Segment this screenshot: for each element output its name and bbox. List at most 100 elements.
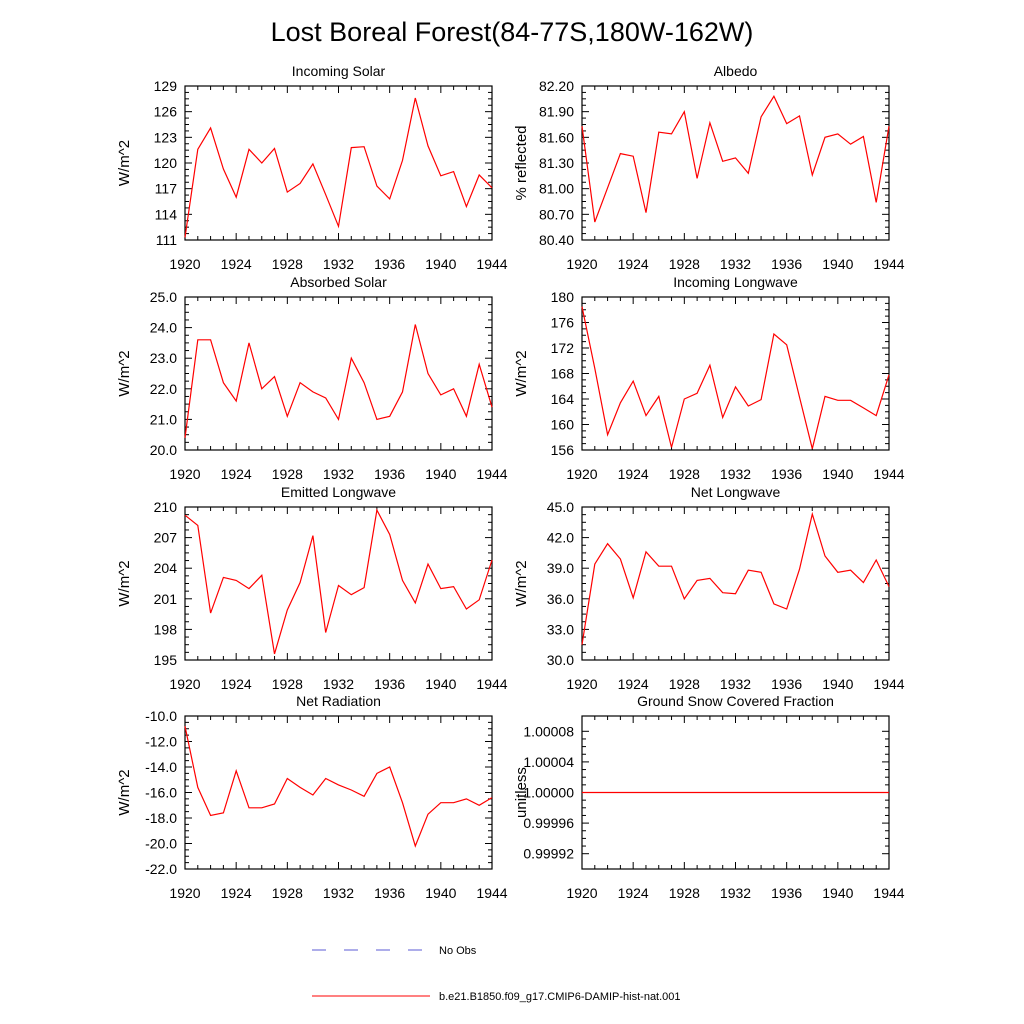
x-tick-label: 1940 bbox=[822, 256, 853, 272]
x-tick-label: 1944 bbox=[476, 676, 507, 692]
y-tick-label: 81.30 bbox=[539, 155, 574, 171]
y-tick-label: 123 bbox=[154, 129, 178, 145]
x-tick-label: 1920 bbox=[566, 466, 597, 482]
x-tick-label: 1928 bbox=[669, 885, 700, 901]
x-tick-label: 1940 bbox=[425, 885, 456, 901]
x-tick-label: 1928 bbox=[669, 256, 700, 272]
y-tick-label: 1.00000 bbox=[523, 785, 574, 801]
x-tick-label: 1944 bbox=[476, 466, 507, 482]
y-tick-label: -18.0 bbox=[145, 810, 177, 826]
y-tick-label: 81.60 bbox=[539, 129, 574, 145]
panel-title: Albedo bbox=[714, 63, 758, 79]
y-tick-label: 39.0 bbox=[547, 560, 574, 576]
legend: No Obs b.e21.B1850.f09_g17.CMIP6-DAMIP-hi… bbox=[312, 945, 681, 1003]
x-tick-label: 1940 bbox=[425, 256, 456, 272]
y-tick-label: 207 bbox=[154, 530, 178, 546]
panel-4: 1920 1924 1928 1932 1936 1940 1944 195 198 201 204… bbox=[116, 484, 508, 692]
x-tick-label: 1928 bbox=[272, 256, 303, 272]
plot-frame bbox=[184, 85, 493, 241]
x-tick-label: 1924 bbox=[221, 256, 252, 272]
y-axis-label: W/m^2 bbox=[513, 560, 530, 606]
plot-frame bbox=[184, 296, 493, 451]
x-tick-label: 1940 bbox=[822, 466, 853, 482]
y-tick-label: 33.0 bbox=[547, 621, 574, 637]
y-tick-label: 156 bbox=[551, 442, 575, 458]
y-tick-label: 201 bbox=[154, 591, 178, 607]
y-tick-label: 82.20 bbox=[539, 78, 574, 94]
panel-title: Emitted Longwave bbox=[281, 484, 396, 500]
y-tick-label: 45.0 bbox=[547, 499, 574, 515]
y-tick-label: 164 bbox=[551, 391, 575, 407]
panel-title: Net Longwave bbox=[691, 484, 781, 500]
y-tick-label: 0.99992 bbox=[523, 846, 574, 862]
x-tick-label: 1940 bbox=[822, 676, 853, 692]
y-tick-label: 42.0 bbox=[547, 530, 574, 546]
legend-label-1: b.e21.B1850.f09_g17.CMIP6-DAMIP-hist-nat… bbox=[439, 991, 681, 1003]
y-axis-label: W/m^2 bbox=[116, 350, 133, 396]
panel-3: 1920 1924 1928 1932 1936 1940 1944 156 160 164 168… bbox=[513, 274, 905, 482]
y-tick-label: -22.0 bbox=[145, 861, 177, 877]
x-tick-label: 1944 bbox=[476, 885, 507, 901]
y-tick-label: 210 bbox=[154, 499, 178, 515]
x-tick-label: 1936 bbox=[771, 466, 802, 482]
x-tick-label: 1932 bbox=[720, 885, 751, 901]
y-tick-label: 0.99996 bbox=[523, 815, 574, 831]
panels: 1920 1924 1928 1932 1936 1940 1944 111 114 117 120… bbox=[116, 63, 905, 901]
y-tick-label: 111 bbox=[156, 232, 177, 248]
panel-title: Incoming Solar bbox=[292, 63, 386, 79]
x-tick-label: 1928 bbox=[272, 676, 303, 692]
x-tick-label: 1924 bbox=[618, 256, 649, 272]
x-tick-label: 1932 bbox=[720, 466, 751, 482]
x-tick-label: 1944 bbox=[476, 256, 507, 272]
x-tick-label: 1920 bbox=[169, 885, 200, 901]
y-tick-label: 117 bbox=[155, 181, 178, 197]
x-tick-label: 1936 bbox=[374, 676, 405, 692]
y-tick-label: 1.00004 bbox=[523, 754, 574, 770]
y-tick-label: 120 bbox=[154, 155, 178, 171]
y-tick-label: 80.70 bbox=[539, 206, 574, 222]
plot-frame bbox=[581, 85, 890, 241]
y-tick-label: 1.00008 bbox=[523, 723, 574, 739]
x-tick-label: 1936 bbox=[771, 256, 802, 272]
series-line-0 bbox=[184, 508, 493, 655]
x-tick-label: 1920 bbox=[169, 256, 200, 272]
series-line-0 bbox=[581, 95, 890, 223]
x-tick-label: 1932 bbox=[720, 676, 751, 692]
x-tick-label: 1940 bbox=[822, 885, 853, 901]
y-axis-label: W/m^2 bbox=[116, 769, 133, 815]
panel-6: 1920 1924 1928 1932 1936 1940 1944 -22.0 -20.0 -1… bbox=[116, 693, 508, 901]
panel-title: Net Radiation bbox=[296, 693, 381, 709]
x-tick-label: 1924 bbox=[221, 676, 252, 692]
legend-label-0: No Obs bbox=[439, 945, 477, 957]
panel-title: Ground Snow Covered Fraction bbox=[637, 693, 834, 709]
x-tick-label: 1920 bbox=[169, 676, 200, 692]
x-tick-label: 1932 bbox=[323, 466, 354, 482]
y-tick-label: 30.0 bbox=[547, 652, 574, 668]
series-line-0 bbox=[184, 97, 493, 238]
figure-title: Lost Boreal Forest(84-77S,180W-162W) bbox=[271, 17, 754, 47]
x-tick-label: 1936 bbox=[771, 885, 802, 901]
series-line-0 bbox=[581, 511, 890, 645]
y-tick-label: 23.0 bbox=[150, 350, 177, 366]
x-tick-label: 1940 bbox=[425, 676, 456, 692]
y-tick-label: 204 bbox=[154, 560, 178, 576]
panel-1: 1920 1924 1928 1932 1936 1940 1944 80.40 80.70 81… bbox=[513, 63, 905, 272]
x-tick-label: 1924 bbox=[618, 885, 649, 901]
y-tick-label: 81.90 bbox=[539, 104, 574, 120]
x-tick-label: 1932 bbox=[323, 256, 354, 272]
y-tick-label: 126 bbox=[154, 104, 178, 120]
series-line-0 bbox=[184, 726, 493, 848]
x-tick-label: 1920 bbox=[566, 676, 597, 692]
y-axis-label: W/m^2 bbox=[513, 350, 530, 396]
x-tick-label: 1920 bbox=[169, 466, 200, 482]
y-axis-label: W/m^2 bbox=[116, 560, 133, 606]
x-tick-label: 1944 bbox=[873, 256, 904, 272]
plot-frame bbox=[184, 715, 493, 870]
y-tick-label: 172 bbox=[551, 340, 575, 356]
y-tick-label: 129 bbox=[154, 78, 178, 94]
panel-2: 1920 1924 1928 1932 1936 1940 1944 20.0 21.0 22.0… bbox=[116, 274, 508, 482]
y-tick-label: 80.40 bbox=[539, 232, 574, 248]
y-tick-label: 160 bbox=[551, 417, 575, 433]
panel-title: Incoming Longwave bbox=[673, 274, 798, 290]
